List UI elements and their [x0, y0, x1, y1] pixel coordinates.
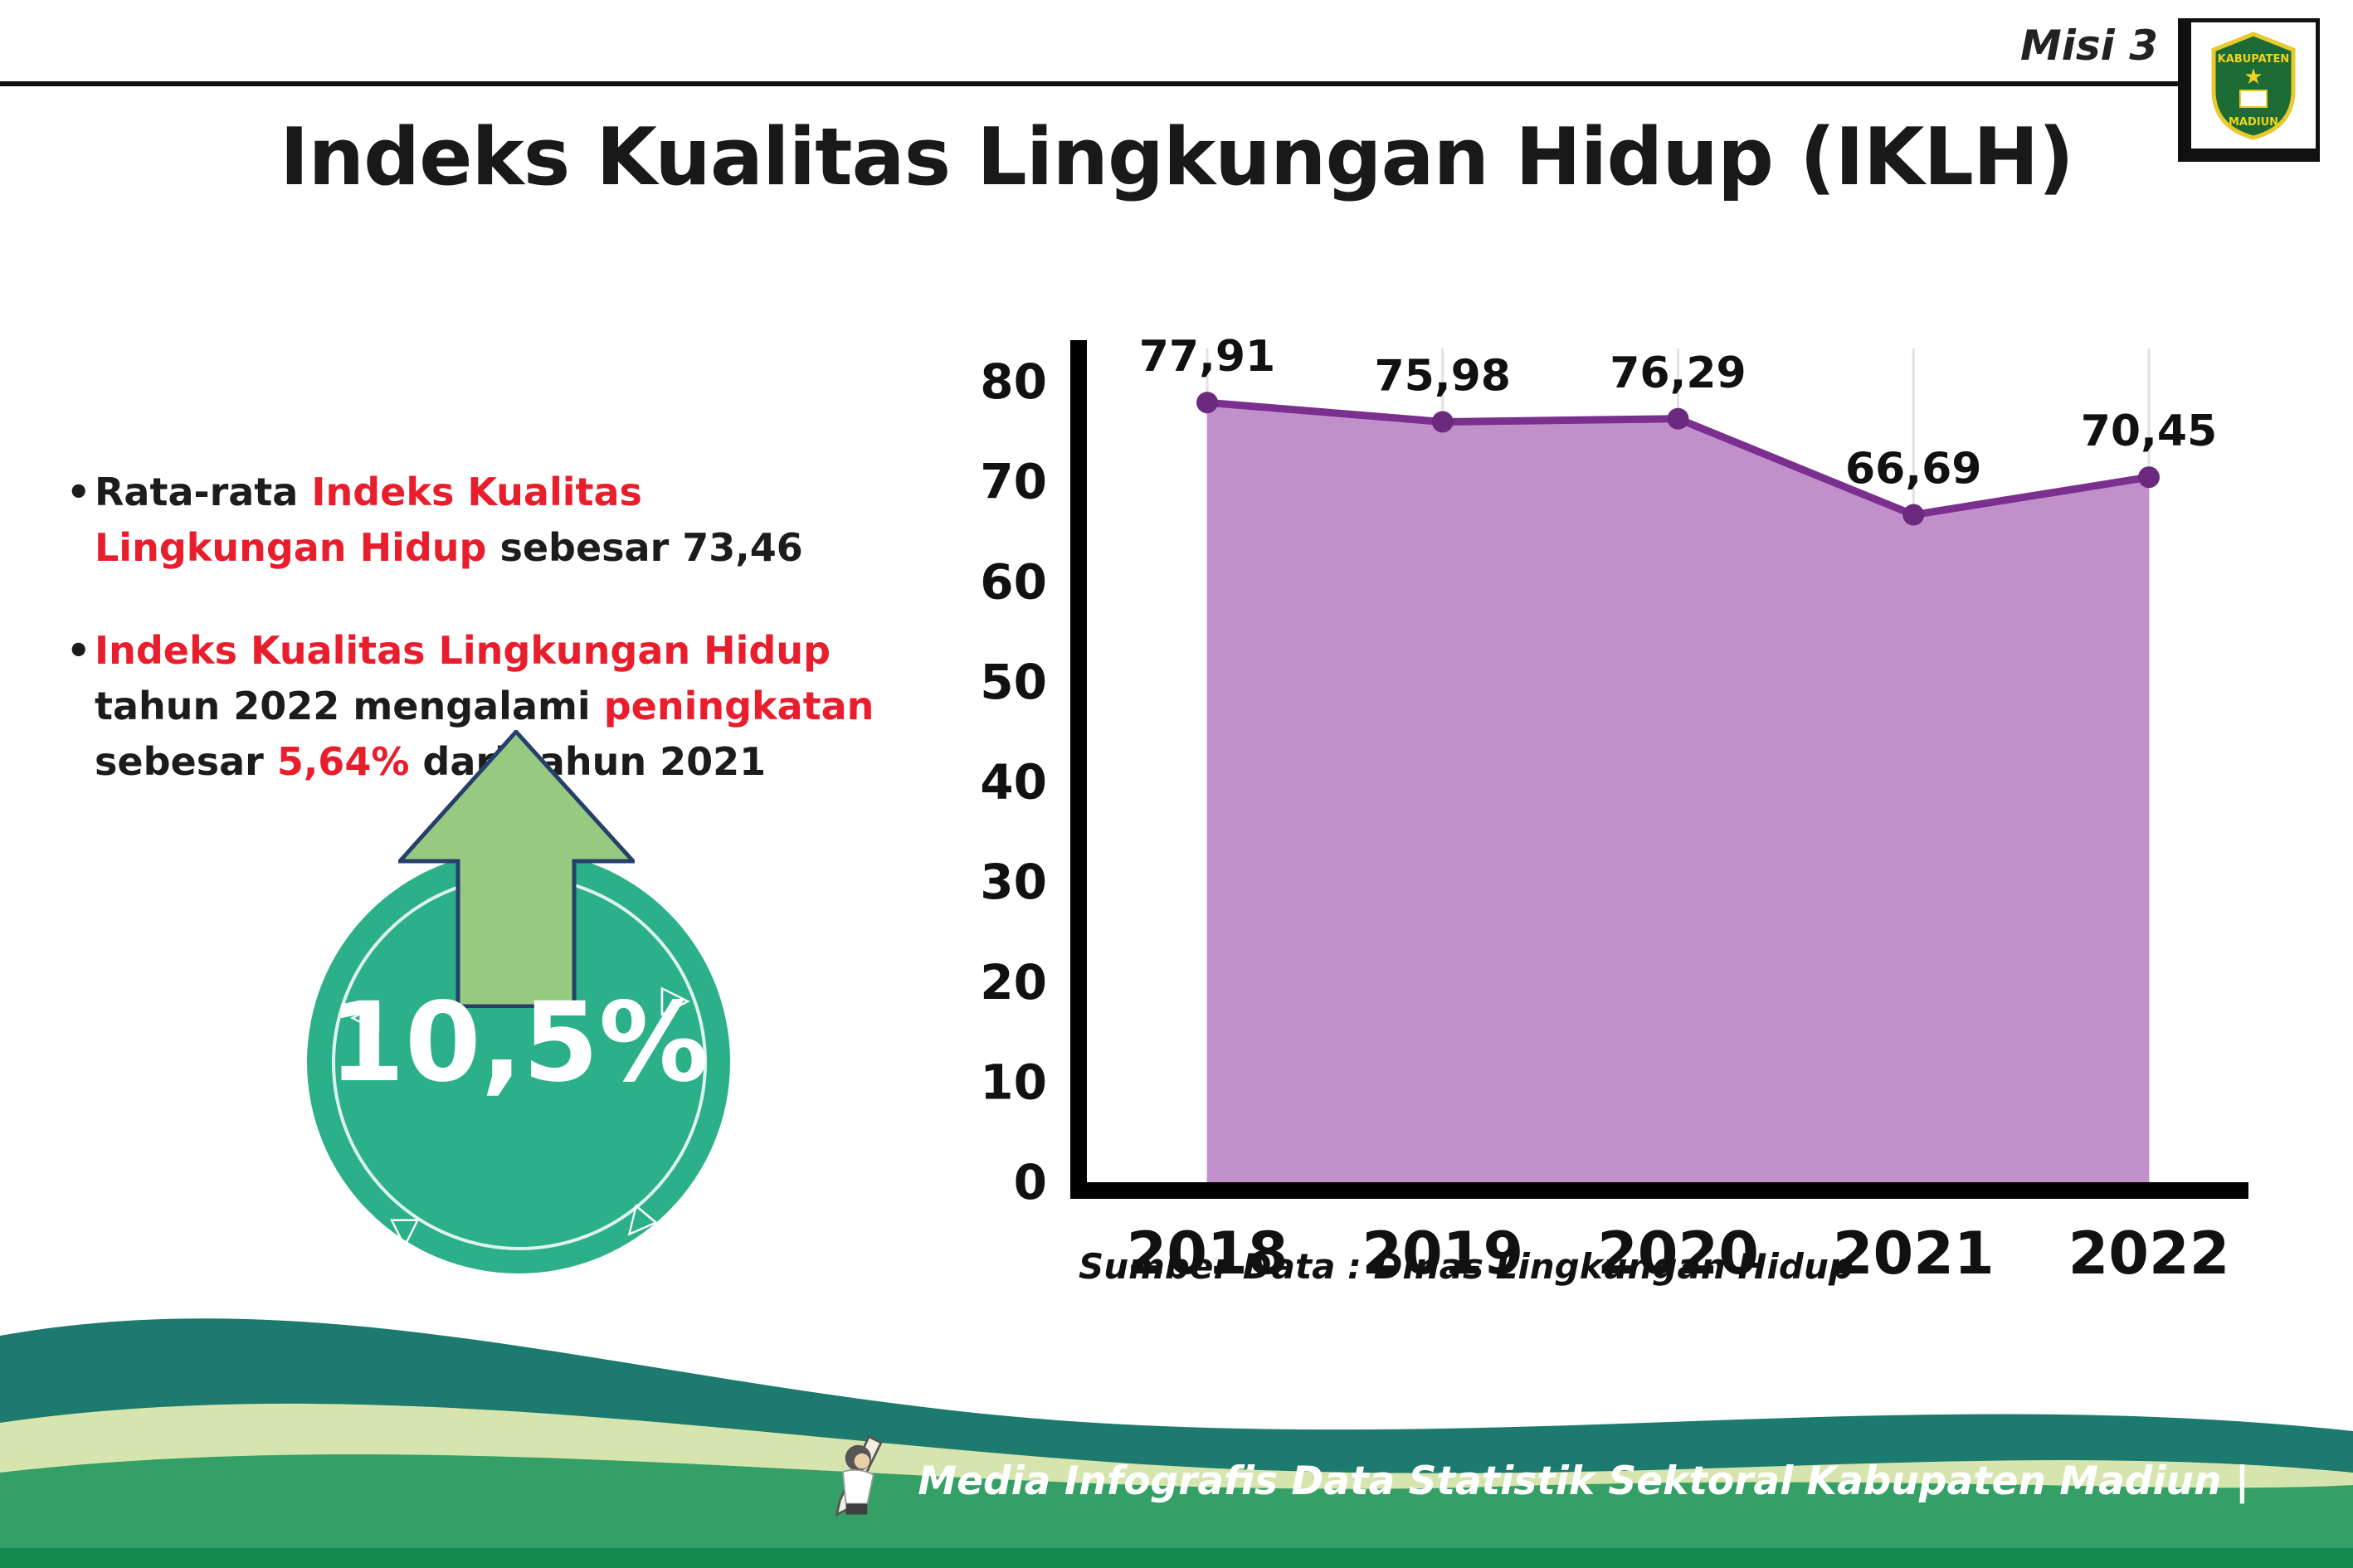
svg-text:60: 60 — [980, 553, 1047, 610]
svg-text:2022: 2022 — [2068, 1220, 2230, 1288]
svg-text:76,29: 76,29 — [1610, 348, 1746, 398]
bullet1-text-2: sebesar 73,46 — [486, 524, 803, 570]
footer-bottom-strip — [0, 1548, 2353, 1568]
bullet2-highlight-2: peningkatan — [603, 684, 874, 729]
footer-caption-text: Media Infografis Data Statistik Sektoral… — [918, 1458, 2249, 1504]
svg-text:80: 80 — [980, 353, 1047, 410]
svg-text:40: 40 — [980, 754, 1047, 811]
svg-text:2019: 2019 — [1362, 1220, 1523, 1288]
svg-text:50: 50 — [980, 654, 1047, 710]
increase-badge: ◁ ▷ ▽ ▽ 10,5% — [307, 730, 730, 1282]
footer-waves — [0, 1318, 2353, 1568]
arrow-up-icon — [398, 730, 635, 1008]
svg-text:2020: 2020 — [1597, 1220, 1759, 1288]
misi-label: Misi 3 — [2020, 22, 2158, 70]
kabupaten-madiun-logo: KABUPATEN ★ MADIUN — [2178, 18, 2320, 162]
page-title: Indeks Kualitas Lingkungan Hidup (IKLH) — [280, 112, 2074, 203]
iklh-area-chart: 0 10 20 30 40 50 60 70 80 2018 2019 2020 2021 2022 77,… — [954, 290, 2265, 1394]
footer-caption: Media Infografis Data Statistik Sektoral… — [823, 1434, 2249, 1528]
bullet2-highlight-3: 5,64% — [276, 738, 410, 784]
triangle-left-icon: ◁ — [350, 992, 380, 1037]
svg-text:10: 10 — [980, 1054, 1047, 1110]
triangle-down-icon: ▽ — [390, 1208, 420, 1253]
bullet2-text-2: sebesar — [95, 738, 277, 784]
svg-text:2018: 2018 — [1127, 1220, 1289, 1288]
logo-top-text: KABUPATEN — [2218, 53, 2290, 66]
bullet2-text-1: tahun 2022 mengalami — [95, 684, 604, 729]
svg-text:70: 70 — [980, 454, 1047, 510]
logo-shield-icon: KABUPATEN ★ MADIUN — [2211, 32, 2296, 140]
insight-bullet-increase: Indeks Kualitas Lingkungan Hidup tahun 2… — [66, 623, 879, 789]
svg-text:75,98: 75,98 — [1375, 351, 1511, 401]
logo-bottom-text: MADIUN — [2229, 116, 2278, 129]
footer-wave-green — [0, 1454, 2353, 1568]
triangle-right-icon: ▷ — [660, 976, 690, 1020]
svg-text:77,91: 77,91 — [1139, 332, 1275, 382]
bullet1-text-1: Rata-rata — [95, 470, 312, 514]
insight-bullet-average: Rata-rata Indeks Kualitas Lingkungan Hid… — [66, 465, 879, 575]
badge-value: 10,5% — [329, 979, 709, 1107]
header-rule — [0, 81, 2197, 86]
svg-text:20: 20 — [980, 954, 1047, 1010]
insight-list: Rata-rata Indeks Kualitas Lingkungan Hid… — [66, 465, 879, 837]
star-icon: ★ — [2243, 65, 2263, 90]
svg-text:0: 0 — [1014, 1154, 1047, 1210]
bullet2-highlight-1: Indeks Kualitas Lingkungan Hidup — [95, 628, 831, 674]
arrow-shape — [398, 730, 635, 1008]
svg-text:66,69: 66,69 — [1845, 445, 1981, 494]
iklh-chart: 0 10 20 30 40 50 60 70 80 2018 2019 2020 2021 2022 77,… — [980, 332, 2248, 1288]
svg-text:30: 30 — [980, 854, 1047, 910]
mascot-writer-icon — [835, 1434, 884, 1517]
bullet1-highlight: Indeks Kualitas Lingkungan Hidup — [95, 470, 642, 570]
svg-text:2021: 2021 — [1833, 1220, 1995, 1288]
chart-source-note: Sumber Data : Dinas Lingkungan Hidup — [1079, 1246, 1854, 1287]
svg-text:70,45: 70,45 — [2081, 407, 2217, 456]
